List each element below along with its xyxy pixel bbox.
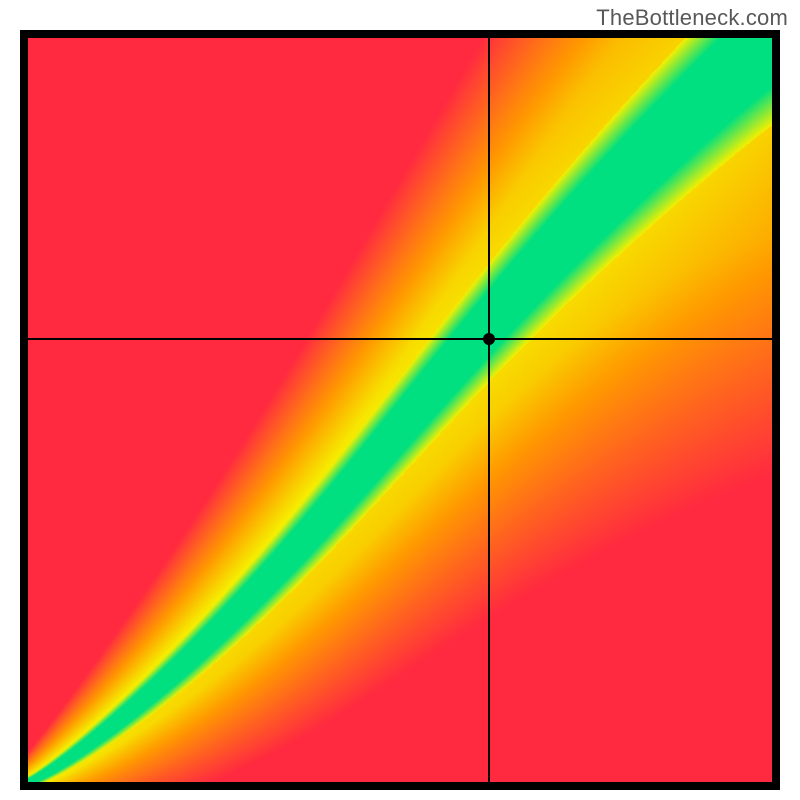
chart-area xyxy=(28,38,772,782)
chart-frame xyxy=(20,30,780,790)
watermark-text: TheBottleneck.com xyxy=(596,5,788,31)
heatmap-canvas xyxy=(28,38,772,782)
